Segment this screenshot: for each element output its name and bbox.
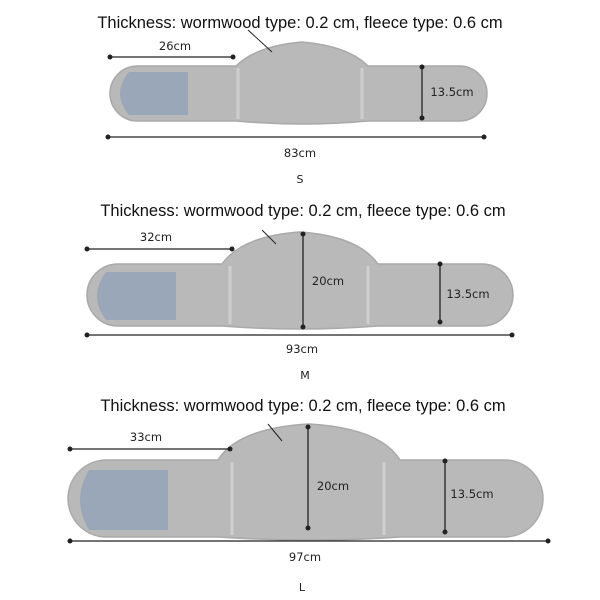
total-dimension-line-s-end [481, 134, 487, 140]
belt-s [109, 41, 488, 125]
size-label-s: S [297, 173, 304, 186]
end-width-dimension-line-l-end [442, 529, 448, 535]
strap-dimension-line-l-end [227, 446, 233, 452]
end-width-dimension-line-m-end [437, 319, 443, 325]
center-width-l: 20cm [317, 479, 349, 493]
pointer-line-s [247, 29, 273, 53]
velcro-patch-m [97, 272, 176, 320]
thickness-note-m: Thickness: wormwood type: 0.2 cm, fleece… [100, 202, 505, 220]
pointer-line-l [267, 423, 283, 442]
end-width-m: 13.5cm [446, 287, 489, 301]
pointer-line-m [261, 229, 277, 245]
center-width-dimension-line-l-end [305, 525, 311, 531]
strap-length-m: 32cm [140, 230, 172, 244]
strap-length-s: 26cm [159, 39, 191, 53]
belt-m [86, 231, 514, 330]
strap-dimension-line-m-end [84, 246, 90, 252]
velcro-patch-s [120, 72, 188, 115]
belt-l [67, 423, 544, 541]
end-width-dimension-line-m-end [437, 261, 443, 267]
center-width-dimension-line-l-end [305, 424, 311, 430]
strap-dimension-line-s-end [230, 54, 236, 60]
end-width-dimension-line-s-end [419, 115, 425, 121]
end-width-l: 13.5cm [450, 487, 493, 501]
center-width-dimension-line-m-end [300, 231, 306, 237]
size-label-l: L [299, 581, 306, 594]
total-dimension-line-l-end [67, 538, 73, 544]
center-width-dimension-line-m-end [300, 324, 306, 330]
total-length-m: 93cm [286, 342, 318, 356]
strap-dimension-line-m-end [229, 246, 235, 252]
center-width-m: 20cm [312, 274, 344, 288]
thickness-note-l: Thickness: wormwood type: 0.2 cm, fleece… [100, 397, 505, 415]
total-dimension-line-m-end [509, 332, 515, 338]
end-width-dimension-line-s-end [419, 64, 425, 70]
strap-dimension-line-s-end [107, 54, 113, 60]
total-dimension-line-l-end [545, 538, 551, 544]
size-label-m: M [300, 369, 310, 382]
end-width-s: 13.5cm [430, 85, 473, 99]
total-length-l: 97cm [289, 550, 321, 564]
total-dimension-line-s-end [105, 134, 111, 140]
total-length-s: 83cm [284, 146, 316, 160]
thickness-note-s: Thickness: wormwood type: 0.2 cm, fleece… [97, 14, 502, 32]
strap-dimension-line-l-end [67, 446, 73, 452]
total-dimension-line-m-end [84, 332, 90, 338]
strap-length-l: 33cm [130, 430, 162, 444]
end-width-dimension-line-l-end [442, 458, 448, 464]
velcro-patch-l [80, 470, 168, 530]
